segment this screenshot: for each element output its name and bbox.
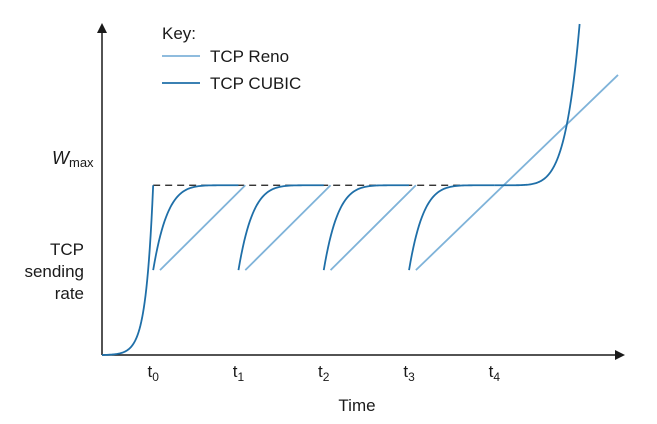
x-tick-labels: t0 t1 t2 t3 t4 [147, 362, 500, 384]
x-tick-label-2: t2 [318, 362, 330, 384]
legend-label-0: TCP Reno [210, 47, 289, 66]
cubic-probe [494, 23, 581, 187]
x-tick-label-3: t3 [403, 362, 415, 384]
x-tick-label-4: t4 [489, 362, 501, 384]
plot-area [101, 23, 619, 356]
reno-segment-3 [415, 74, 619, 271]
x-tick-label-1: t1 [233, 362, 245, 384]
y-axis-label-line-0: TCP [50, 240, 84, 259]
reno-segment-1 [244, 184, 332, 271]
legend-title: Key: [162, 24, 196, 43]
y-axis-label-line-2: rate [55, 284, 84, 303]
reno-segment-2 [329, 184, 417, 271]
reno-segment-0 [159, 184, 246, 271]
w-max-symbol: W [52, 148, 71, 168]
x-tick-label-0: t0 [147, 362, 159, 384]
cubic-cycle-0 [152, 184, 239, 271]
legend: Key: TCP Reno TCP CUBIC [162, 24, 301, 93]
y-axis-label: TCP sending rate [24, 240, 84, 303]
cubic-cycle-2 [322, 184, 410, 271]
x-axis-label: Time [338, 396, 375, 415]
w-max-label: Wmax [52, 148, 94, 170]
w-max-subscript: max [69, 155, 94, 170]
legend-label-1: TCP CUBIC [210, 74, 301, 93]
axes [97, 23, 625, 360]
svg-text:Wmax: Wmax [52, 148, 94, 170]
cubic-slow-start [101, 185, 155, 356]
cubic-cycle-1 [237, 184, 324, 271]
cubic-cycle-3 [408, 184, 495, 271]
y-axis-label-line-1: sending [24, 262, 84, 281]
